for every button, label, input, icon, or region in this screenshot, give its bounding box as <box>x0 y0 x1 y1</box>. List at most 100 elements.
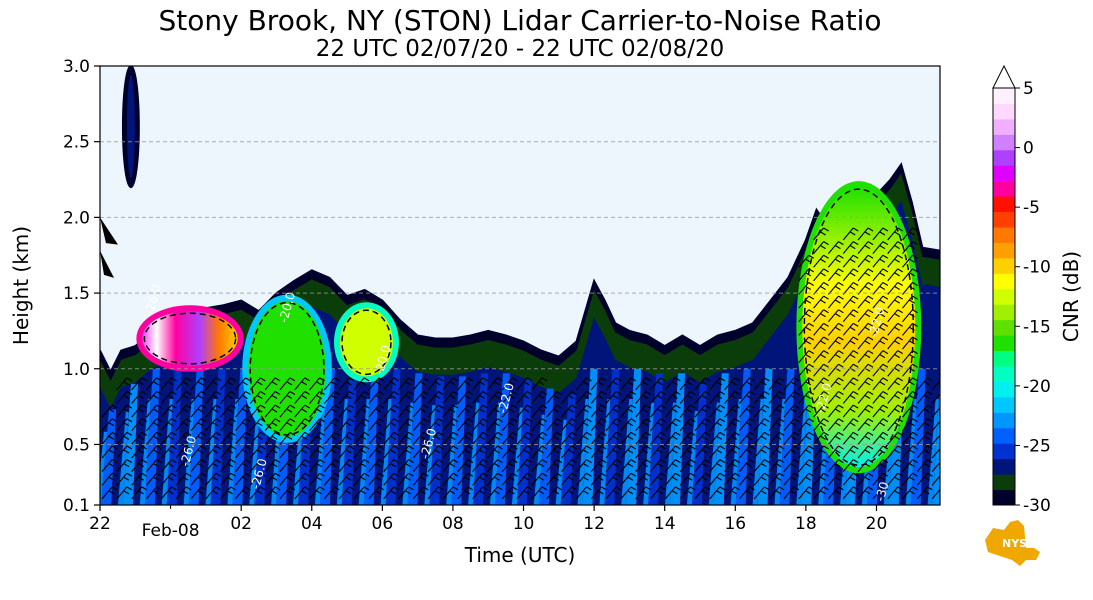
wind-barb <box>146 459 162 472</box>
colorbar-segment <box>993 273 1015 290</box>
wind-barb <box>872 241 889 255</box>
wind-barb <box>442 472 459 486</box>
boundary-streak <box>538 388 554 505</box>
wind-barb <box>709 418 726 432</box>
colorbar-segment <box>993 319 1015 336</box>
wind-barb <box>160 431 177 445</box>
wind-barb <box>857 227 874 241</box>
wind-barb <box>487 445 503 459</box>
boundary-streak <box>665 402 676 505</box>
wind-barb <box>916 377 933 391</box>
wind-barb <box>427 486 444 500</box>
wind-barb <box>664 377 681 391</box>
wind-barb <box>813 459 829 472</box>
wind-barb <box>368 459 385 472</box>
wind-barb <box>827 322 844 336</box>
wind-barb <box>116 445 133 459</box>
colorbar-tick-label: -20 <box>1023 377 1051 397</box>
wind-barb <box>131 377 147 391</box>
wind-barb <box>709 391 726 404</box>
wind-barb <box>857 472 874 486</box>
wind-barb <box>146 418 162 432</box>
wind-barb <box>798 391 815 404</box>
wind-barb <box>620 391 637 404</box>
wind-barb <box>531 459 548 472</box>
wind-barb <box>753 404 770 418</box>
wind-barb <box>931 447 940 459</box>
wind-barb <box>160 486 177 500</box>
wind-barb <box>724 431 740 445</box>
wind-barb <box>842 309 859 323</box>
wind-barb <box>472 377 488 391</box>
wind-barb <box>739 418 755 432</box>
wind-barb <box>857 268 874 282</box>
wind-barb <box>902 254 918 268</box>
wind-barb <box>827 254 844 268</box>
wind-barb <box>724 418 740 432</box>
wind-barb <box>902 309 918 323</box>
wind-barb <box>857 322 874 336</box>
wind-barb <box>501 486 518 500</box>
colorbar-segment <box>993 366 1015 382</box>
wind-barb <box>872 418 889 432</box>
wind-barb <box>457 418 474 432</box>
wind-barb <box>205 377 222 391</box>
wind-barb <box>768 486 785 500</box>
wind-barb <box>635 377 651 391</box>
wind-barb <box>398 445 414 459</box>
wind-barb <box>353 445 370 459</box>
wind-barb <box>887 295 903 309</box>
wind-barb <box>902 418 918 432</box>
x-tick-label: 02 <box>230 514 252 534</box>
wind-barb <box>857 350 874 364</box>
wind-barb <box>842 377 859 391</box>
wind-barb <box>605 431 622 445</box>
wind-barb <box>546 431 563 445</box>
wind-barb <box>294 377 311 391</box>
wind-barb <box>264 445 281 459</box>
colorbar-segment <box>993 335 1015 352</box>
wind-barb <box>175 391 192 404</box>
wind-barb <box>916 431 933 445</box>
wind-barb <box>264 486 281 500</box>
wind-barb <box>160 472 177 486</box>
wind-barb <box>887 418 903 432</box>
wind-barb <box>620 472 637 486</box>
wind-barb <box>235 472 251 486</box>
wind-barb <box>739 391 755 404</box>
wind-barb <box>353 472 370 486</box>
wind-barb <box>175 431 192 445</box>
wind-barb <box>813 404 829 418</box>
colorbar-segment <box>993 350 1015 367</box>
wind-barb <box>264 472 281 486</box>
wind-barb <box>561 459 577 472</box>
wind-barb <box>724 486 740 500</box>
wind-barb <box>753 431 770 445</box>
wind-barb <box>383 486 399 500</box>
wind-barb <box>857 431 874 445</box>
wind-barb <box>368 404 385 418</box>
boundary-streak <box>708 402 720 505</box>
wind-barb <box>309 391 325 404</box>
wind-barb <box>724 472 740 486</box>
wind-barb <box>798 486 815 500</box>
colorbar-frame <box>992 87 1016 506</box>
wind-barb <box>753 391 770 404</box>
wind-barb <box>383 459 399 472</box>
wind-barb <box>398 377 414 391</box>
wind-barb <box>175 404 192 418</box>
wind-barb <box>857 418 874 432</box>
wind-barb <box>531 472 548 486</box>
wind-barb <box>531 377 548 391</box>
wind-barb <box>902 336 918 350</box>
wind-barb <box>590 459 607 472</box>
wind-barb <box>323 459 340 472</box>
colorbar-tick-label: 0 <box>1023 139 1034 159</box>
wind-barb <box>249 391 266 404</box>
wind-barb <box>902 350 918 364</box>
wind-barb <box>842 254 859 268</box>
wind-barb <box>309 404 325 418</box>
colorbar-segment <box>993 458 1015 475</box>
wind-barb <box>916 445 933 459</box>
wind-barb <box>827 268 844 282</box>
